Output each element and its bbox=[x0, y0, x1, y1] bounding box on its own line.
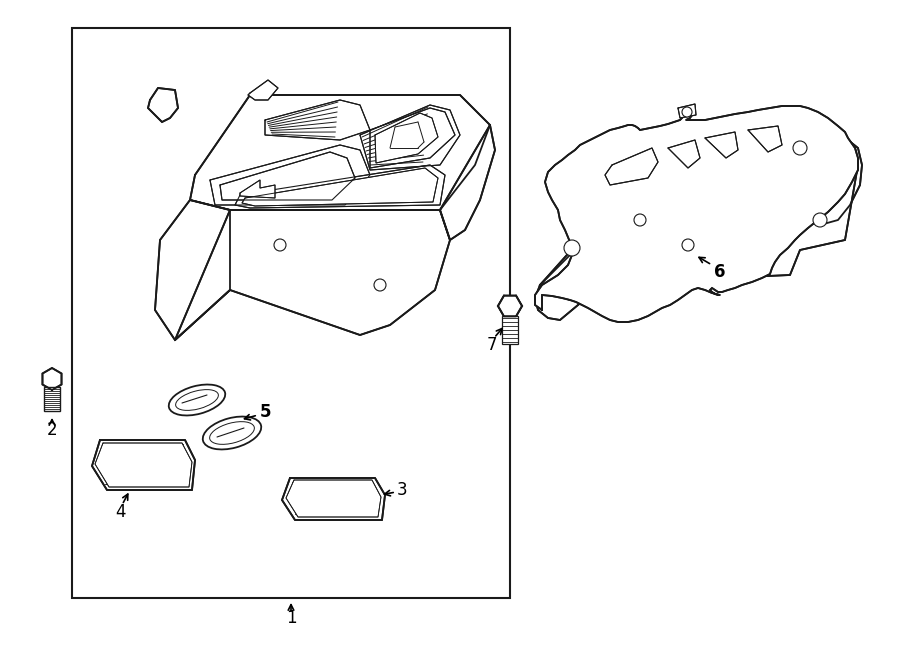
Polygon shape bbox=[175, 210, 450, 340]
Polygon shape bbox=[680, 138, 800, 200]
Polygon shape bbox=[248, 80, 278, 100]
Text: 2: 2 bbox=[47, 421, 58, 439]
Circle shape bbox=[682, 239, 694, 251]
Polygon shape bbox=[678, 104, 696, 118]
Circle shape bbox=[793, 141, 807, 155]
Polygon shape bbox=[220, 152, 355, 200]
Polygon shape bbox=[668, 140, 700, 168]
Polygon shape bbox=[705, 132, 738, 158]
Text: 6: 6 bbox=[715, 263, 725, 281]
Polygon shape bbox=[95, 443, 192, 487]
Polygon shape bbox=[605, 148, 658, 185]
Polygon shape bbox=[235, 165, 445, 208]
Bar bbox=[72, 28, 510, 598]
Ellipse shape bbox=[176, 390, 219, 410]
Text: 3: 3 bbox=[397, 481, 408, 499]
Polygon shape bbox=[800, 140, 862, 225]
Polygon shape bbox=[286, 480, 381, 517]
Polygon shape bbox=[748, 126, 782, 152]
Circle shape bbox=[634, 214, 646, 226]
Polygon shape bbox=[440, 125, 495, 240]
Polygon shape bbox=[265, 100, 370, 140]
Polygon shape bbox=[210, 145, 370, 205]
Polygon shape bbox=[148, 88, 178, 122]
Polygon shape bbox=[498, 296, 522, 316]
Circle shape bbox=[274, 239, 286, 251]
Circle shape bbox=[564, 240, 580, 256]
Polygon shape bbox=[535, 190, 615, 320]
Polygon shape bbox=[190, 95, 490, 210]
Polygon shape bbox=[42, 368, 61, 390]
Ellipse shape bbox=[210, 422, 255, 444]
Circle shape bbox=[813, 213, 827, 227]
Ellipse shape bbox=[202, 416, 261, 449]
Polygon shape bbox=[370, 108, 455, 168]
Ellipse shape bbox=[169, 385, 225, 416]
Text: 1: 1 bbox=[285, 609, 296, 627]
Polygon shape bbox=[155, 200, 230, 340]
Polygon shape bbox=[600, 140, 680, 225]
Text: 4: 4 bbox=[115, 503, 125, 521]
Text: 5: 5 bbox=[259, 403, 271, 421]
Polygon shape bbox=[535, 106, 858, 322]
Polygon shape bbox=[92, 440, 195, 490]
Polygon shape bbox=[540, 148, 858, 300]
Polygon shape bbox=[375, 113, 438, 163]
Circle shape bbox=[682, 107, 692, 117]
Polygon shape bbox=[242, 168, 438, 206]
Bar bbox=[502, 316, 518, 344]
Polygon shape bbox=[360, 105, 460, 170]
Polygon shape bbox=[240, 180, 275, 198]
Polygon shape bbox=[282, 478, 385, 520]
Text: 7: 7 bbox=[487, 336, 498, 354]
Bar bbox=[44, 387, 60, 411]
Circle shape bbox=[374, 279, 386, 291]
